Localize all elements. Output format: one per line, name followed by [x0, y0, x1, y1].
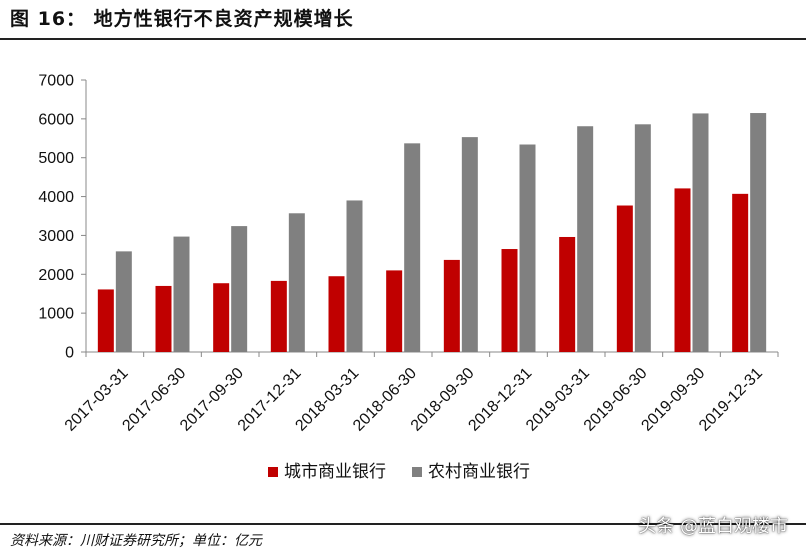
x-tick-labels: 2017-03-312017-06-302017-09-302017-12-31… [62, 365, 766, 435]
chart-title: 图 16： 地方性银行不良资产规模增长 [10, 8, 354, 30]
legend-rural-commercial-bank-swatch [412, 467, 422, 477]
bar-rural-commercial-bank [692, 113, 709, 352]
title-divider [0, 38, 806, 40]
bar-rural-commercial-bank [461, 137, 478, 352]
y-tick-label: 0 [65, 345, 74, 362]
y-tick-label: 2000 [38, 267, 74, 284]
bar-rural-commercial-bank [404, 143, 421, 352]
bar-city-commercial-bank [155, 285, 172, 352]
legend-city-commercial-bank-swatch [268, 467, 278, 477]
bar-rural-commercial-bank [346, 200, 363, 352]
y-tick-label: 3000 [38, 228, 74, 245]
bar-city-commercial-bank [616, 205, 633, 352]
bar-city-commercial-bank [674, 188, 691, 352]
y-tick-label: 1000 [38, 306, 74, 323]
y-tick-label: 5000 [38, 150, 74, 167]
bar-rural-commercial-bank [115, 251, 132, 352]
bar-city-commercial-bank [501, 249, 518, 352]
bar-rural-commercial-bank [288, 213, 305, 352]
y-tick-label: 4000 [38, 189, 74, 206]
legend-city-commercial-bank-label: 城市商业银行 [284, 462, 386, 482]
legend-rural-commercial-bank-label: 农村商业银行 [428, 462, 530, 482]
bar-city-commercial-bank [559, 236, 576, 352]
bar-city-commercial-bank [97, 289, 114, 352]
axes [81, 79, 779, 357]
bar-city-commercial-bank [328, 276, 345, 352]
bar-rural-commercial-bank [634, 124, 651, 352]
bars [97, 113, 767, 353]
bar-rural-commercial-bank [750, 113, 767, 352]
bar-rural-commercial-bank [173, 236, 190, 352]
source-note: 资料来源：川财证券研究所；单位：亿元 [10, 533, 262, 549]
y-tick-label: 6000 [38, 111, 74, 128]
legend: 城市商业银行 农村商业银行 [268, 462, 530, 482]
bar-city-commercial-bank [443, 259, 460, 352]
bar-rural-commercial-bank [577, 126, 594, 353]
bar-rural-commercial-bank [519, 144, 536, 352]
bar-city-commercial-bank [213, 283, 230, 352]
y-tick-labels: 0 1000 2000 3000 4000 5000 6000 7000 [38, 73, 74, 362]
bar-city-commercial-bank [270, 280, 287, 352]
bar-rural-commercial-bank [231, 226, 248, 352]
bar-city-commercial-bank [732, 193, 749, 352]
watermark: 头条 @蓝白观楼市 [638, 516, 788, 537]
y-tick-label: 7000 [38, 73, 74, 90]
bar-city-commercial-bank [386, 270, 403, 352]
footer-divider [0, 523, 806, 525]
